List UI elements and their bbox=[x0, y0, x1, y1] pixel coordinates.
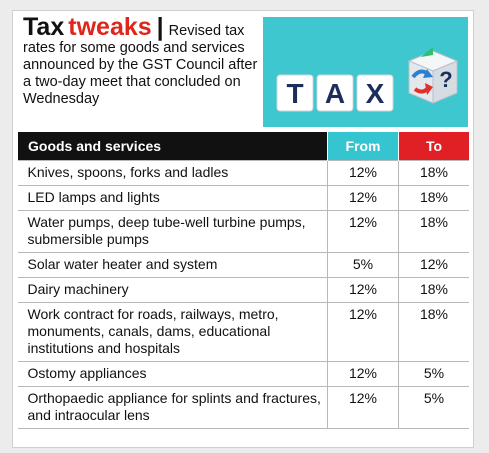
title-separator: | bbox=[156, 13, 164, 41]
tax-cube-icon: T A X ? bbox=[276, 47, 459, 112]
row-from: 12% bbox=[327, 277, 399, 303]
svg-text:?: ? bbox=[439, 67, 452, 92]
header-from: From bbox=[327, 132, 399, 161]
rotating-cube-icon: ? bbox=[407, 47, 459, 104]
header-to: To bbox=[398, 132, 469, 161]
letter-block-t: T bbox=[276, 74, 314, 112]
row-from: 12% bbox=[327, 361, 399, 387]
headline: Tax tweaks | Revised tax rates for some go… bbox=[23, 15, 261, 108]
row-item: Knives, spoons, forks and ladles bbox=[17, 160, 328, 186]
row-item: Ostomy appliances bbox=[17, 361, 328, 387]
row-to: 5% bbox=[398, 361, 469, 387]
row-to: 18% bbox=[398, 160, 469, 186]
table-row: Ostomy appliances 12% 5% bbox=[17, 361, 469, 387]
svg-text:A: A bbox=[325, 78, 345, 109]
intro-text: Revised tax rates for some goods and ser… bbox=[23, 23, 258, 107]
infographic-card: Tax tweaks | Revised tax rates for some go… bbox=[12, 10, 474, 448]
row-from: 12% bbox=[327, 160, 399, 186]
tax-illustration: T A X ? bbox=[263, 17, 468, 127]
svg-text:X: X bbox=[366, 78, 385, 109]
table-header-row: Goods and services From To bbox=[17, 132, 469, 161]
row-item: Water pumps, deep tube-well turbine pump… bbox=[17, 210, 328, 253]
svg-text:T: T bbox=[286, 78, 303, 109]
row-item: LED lamps and lights bbox=[17, 185, 328, 211]
row-to: 18% bbox=[398, 210, 469, 253]
tax-rates-table: Goods and services From To Knives, spoon… bbox=[17, 132, 469, 429]
row-from: 12% bbox=[327, 210, 399, 253]
row-item: Solar water heater and system bbox=[17, 252, 328, 278]
row-to: 18% bbox=[398, 185, 469, 211]
row-to: 18% bbox=[398, 277, 469, 303]
header-goods: Goods and services bbox=[17, 132, 328, 161]
row-item: Orthopaedic appliance for splints and fr… bbox=[17, 386, 328, 429]
row-to: 5% bbox=[398, 386, 469, 429]
table-row: Knives, spoons, forks and ladles 12% 18% bbox=[17, 160, 469, 186]
row-from: 5% bbox=[327, 252, 399, 278]
row-from: 12% bbox=[327, 386, 399, 429]
table-row: Dairy machinery 12% 18% bbox=[17, 277, 469, 303]
letter-block-x: X bbox=[356, 74, 394, 112]
row-from: 12% bbox=[327, 302, 399, 362]
table-row: Solar water heater and system 5% 12% bbox=[17, 252, 469, 278]
header: Tax tweaks | Revised tax rates for some go… bbox=[13, 11, 473, 131]
row-from: 12% bbox=[327, 185, 399, 211]
row-to: 12% bbox=[398, 252, 469, 278]
row-item: Work contract for roads, railways, metro… bbox=[17, 302, 328, 362]
letter-block-a: A bbox=[316, 74, 354, 112]
table-row: LED lamps and lights 12% 18% bbox=[17, 185, 469, 211]
title-tax: Tax bbox=[23, 13, 65, 41]
title-tweaks: tweaks bbox=[68, 13, 152, 41]
table-row: Work contract for roads, railways, metro… bbox=[17, 302, 469, 362]
table-row: Water pumps, deep tube-well turbine pump… bbox=[17, 210, 469, 253]
table-row: Orthopaedic appliance for splints and fr… bbox=[17, 386, 469, 429]
row-item: Dairy machinery bbox=[17, 277, 328, 303]
row-to: 18% bbox=[398, 302, 469, 362]
